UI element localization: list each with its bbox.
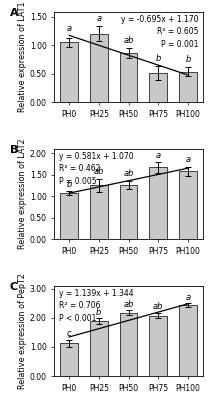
Bar [60, 343, 78, 376]
Bar [60, 42, 78, 102]
Text: ab: ab [153, 302, 163, 312]
Text: C: C [10, 282, 18, 292]
Y-axis label: Relative expression of PepT2: Relative expression of PepT2 [18, 273, 27, 389]
Bar [90, 186, 108, 239]
Bar [179, 171, 197, 239]
Text: c: c [67, 329, 71, 338]
Text: B: B [10, 145, 18, 155]
Text: ab: ab [94, 167, 104, 176]
Text: b: b [66, 180, 72, 189]
Text: b: b [185, 56, 191, 64]
Bar [120, 313, 138, 376]
Bar [149, 167, 167, 239]
Text: a: a [156, 151, 161, 160]
Y-axis label: Relative expression of LAT1: Relative expression of LAT1 [18, 2, 27, 112]
Text: a: a [185, 155, 190, 164]
Text: ab: ab [123, 300, 134, 309]
Bar [60, 193, 78, 239]
Text: y = 0.581x + 1.070
R² = 0.462
P = 0.005: y = 0.581x + 1.070 R² = 0.462 P = 0.005 [59, 152, 133, 186]
Text: a: a [96, 14, 101, 24]
Bar [120, 53, 138, 102]
Bar [149, 316, 167, 376]
Text: b: b [96, 308, 102, 317]
Bar [149, 73, 167, 102]
Text: y = -0.695x + 1.170
R² = 0.605
P = 0.001: y = -0.695x + 1.170 R² = 0.605 P = 0.001 [121, 15, 198, 49]
Text: A: A [10, 8, 18, 18]
Bar [179, 72, 197, 102]
Bar [120, 185, 138, 239]
Text: a: a [185, 293, 190, 302]
Text: ab: ab [123, 36, 134, 45]
Text: b: b [155, 54, 161, 63]
Bar [90, 321, 108, 376]
Bar [90, 34, 108, 102]
Text: y = 1.139x + 1.344
R² = 0.706
P < 0.001: y = 1.139x + 1.344 R² = 0.706 P < 0.001 [59, 289, 133, 323]
Text: ab: ab [123, 169, 134, 178]
Text: a: a [67, 24, 72, 33]
Y-axis label: Relative expression of LAT2: Relative expression of LAT2 [18, 139, 27, 249]
Bar [179, 305, 197, 376]
